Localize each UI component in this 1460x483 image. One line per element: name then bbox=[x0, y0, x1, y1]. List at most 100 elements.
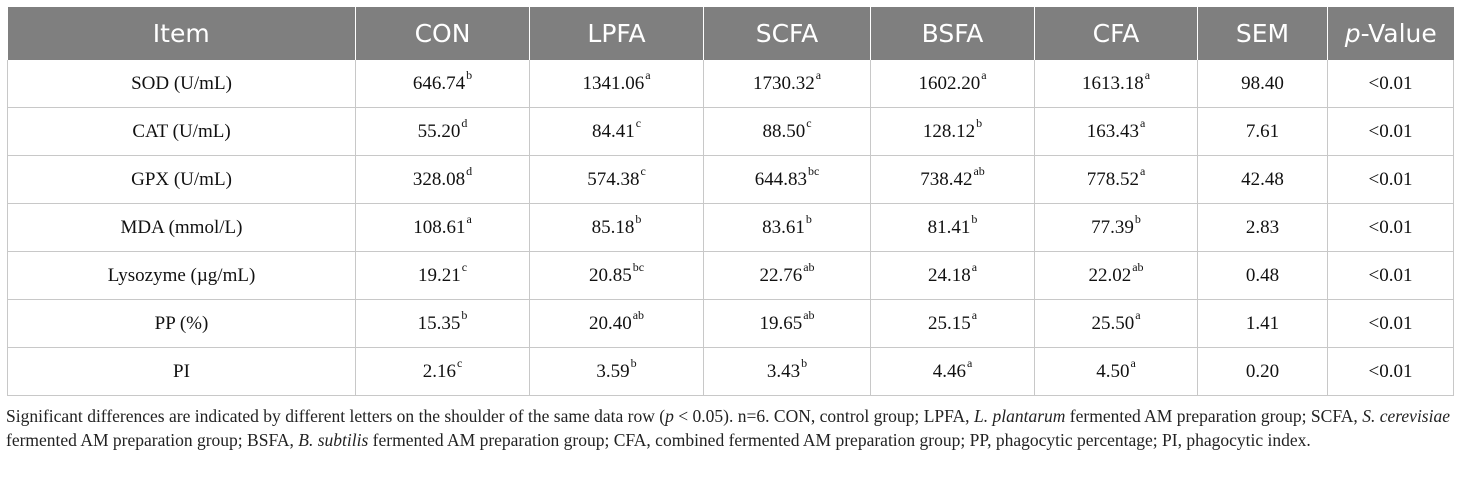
footnote-text: fermented AM preparation group; CFA, com… bbox=[368, 430, 1311, 450]
cell-value: 646.74 bbox=[412, 72, 466, 94]
cell-bsfa: 128.12b bbox=[870, 107, 1035, 156]
cell-value: 738.42 bbox=[920, 168, 973, 190]
significance-letter: a bbox=[1139, 115, 1146, 130]
significance-letter: bc bbox=[632, 259, 645, 274]
significance-letter: b bbox=[971, 211, 978, 226]
cell-con: 646.74b bbox=[355, 60, 530, 108]
significance-letter: ab bbox=[803, 259, 815, 274]
cell-value: 19.65 bbox=[759, 312, 803, 334]
significance-letter: ab bbox=[632, 307, 645, 322]
cell-sem: 98.40 bbox=[1197, 60, 1328, 108]
cell-cfa: 4.50a bbox=[1034, 347, 1198, 396]
cell-sem: 7.61 bbox=[1197, 107, 1328, 156]
header-p-letter: p bbox=[1344, 19, 1361, 48]
header-con: CON bbox=[355, 7, 530, 60]
cell-bsfa: 738.42ab bbox=[870, 155, 1035, 204]
significance-letter: b bbox=[635, 211, 642, 226]
cell-value: 19.21 bbox=[417, 264, 461, 286]
cell-cfa: 1613.18a bbox=[1034, 60, 1198, 108]
cell-scfa: 644.83bc bbox=[703, 155, 871, 204]
table-row: PP (%) 15.35b 20.40ab 19.65ab 25.15a 25.50a 1.… bbox=[7, 299, 1454, 348]
cell-lpfa: 1341.06a bbox=[529, 60, 704, 108]
cell-item: PI bbox=[7, 347, 356, 396]
cell-p-value: <0.01 bbox=[1327, 251, 1454, 300]
header-cfa: CFA bbox=[1034, 7, 1198, 60]
cell-p-value: <0.01 bbox=[1327, 347, 1454, 396]
cell-lpfa: 85.18b bbox=[529, 203, 704, 252]
cell-scfa: 83.61b bbox=[703, 203, 871, 252]
cell-scfa: 3.43b bbox=[703, 347, 871, 396]
significance-letter: a bbox=[1130, 355, 1136, 370]
significance-letter: a bbox=[645, 67, 651, 82]
significance-letter: b bbox=[976, 115, 983, 130]
cell-scfa: 19.65ab bbox=[703, 299, 871, 348]
significance-letter: b bbox=[1134, 211, 1141, 226]
results-table-container: Item CON LPFA SCFA BSFA CFA SEM p-Value … bbox=[7, 7, 1454, 396]
cell-scfa: 22.76ab bbox=[703, 251, 871, 300]
cell-cfa: 25.50a bbox=[1034, 299, 1198, 348]
table-row: GPX (U/mL) 328.08d 574.38c 644.83bc 738.42ab… bbox=[7, 155, 1454, 204]
footnote-italic-text: p bbox=[665, 406, 674, 426]
header-item: Item bbox=[7, 7, 356, 60]
cell-cfa: 77.39b bbox=[1034, 203, 1198, 252]
cell-value: 3.43 bbox=[766, 360, 801, 382]
cell-value: 108.61 bbox=[413, 216, 466, 238]
header-p-value: p-Value bbox=[1327, 7, 1454, 60]
cell-value: 55.20 bbox=[417, 120, 461, 142]
table-row: MDA (mmol/L) 108.61a 85.18b 83.61b 81.41b 77.… bbox=[7, 203, 1454, 252]
cell-p-value: <0.01 bbox=[1327, 107, 1454, 156]
cell-sem: 0.48 bbox=[1197, 251, 1328, 300]
cell-value: 2.16 bbox=[422, 360, 456, 382]
significance-letter: b bbox=[461, 307, 468, 322]
cell-item: Lysozyme (µg/mL) bbox=[7, 251, 356, 300]
cell-value: 163.43 bbox=[1086, 120, 1139, 142]
cell-con: 2.16c bbox=[355, 347, 530, 396]
cell-cfa: 22.02ab bbox=[1034, 251, 1198, 300]
footnote-text: < 0.05). n=6. CON, control group; LPFA, bbox=[673, 406, 974, 426]
cell-bsfa: 1602.20a bbox=[870, 60, 1035, 108]
cell-con: 19.21c bbox=[355, 251, 530, 300]
cell-value: 77.39 bbox=[1091, 216, 1134, 238]
cell-value: 1613.18 bbox=[1081, 72, 1144, 94]
cell-sem: 0.20 bbox=[1197, 347, 1328, 396]
cell-con: 55.20d bbox=[355, 107, 530, 156]
cell-value: 1341.06 bbox=[582, 72, 645, 94]
cell-value: 574.38 bbox=[587, 168, 640, 190]
cell-value: 328.08 bbox=[412, 168, 466, 190]
cell-sem: 1.41 bbox=[1197, 299, 1328, 348]
significance-letter: c bbox=[806, 115, 812, 130]
significance-letter: a bbox=[971, 307, 978, 322]
table-footnote: Significant differences are indicated by… bbox=[6, 404, 1450, 452]
cell-value: 85.18 bbox=[591, 216, 635, 238]
significance-letter: a bbox=[815, 67, 822, 82]
significance-letter: a bbox=[971, 259, 978, 274]
cell-value: 128.12 bbox=[922, 120, 976, 142]
cell-value: 84.41 bbox=[591, 120, 635, 142]
significance-letter: b bbox=[630, 355, 637, 370]
significance-letter: a bbox=[1139, 163, 1146, 178]
cell-value: 15.35 bbox=[417, 312, 461, 334]
significance-letter: a bbox=[1144, 67, 1151, 82]
footnote-italic-text: B. subtilis bbox=[298, 430, 369, 450]
significance-letter: a bbox=[1135, 307, 1141, 322]
cell-value: 25.15 bbox=[927, 312, 971, 334]
cell-value: 81.41 bbox=[927, 216, 971, 238]
cell-bsfa: 24.18a bbox=[870, 251, 1035, 300]
header-scfa: SCFA bbox=[703, 7, 871, 60]
table-row: CAT (U/mL) 55.20d 84.41c 88.50c 128.12b 163.4… bbox=[7, 107, 1454, 156]
cell-value: 20.85 bbox=[588, 264, 632, 286]
header-bsfa: BSFA bbox=[870, 7, 1035, 60]
table-body: SOD (U/mL) 646.74b 1341.06a 1730.32a 1602.20… bbox=[7, 60, 1454, 396]
significance-letter: d bbox=[461, 115, 468, 130]
table-row: SOD (U/mL) 646.74b 1341.06a 1730.32a 1602.20… bbox=[7, 60, 1454, 108]
header-lpfa: LPFA bbox=[529, 7, 704, 60]
cell-lpfa: 84.41c bbox=[529, 107, 704, 156]
cell-p-value: <0.01 bbox=[1327, 203, 1454, 252]
significance-letter: c bbox=[456, 355, 463, 370]
footnote-italic-text: S. cerevisiae bbox=[1362, 406, 1450, 426]
cell-value: 25.50 bbox=[1091, 312, 1135, 334]
cell-sem: 42.48 bbox=[1197, 155, 1328, 204]
results-table: Item CON LPFA SCFA BSFA CFA SEM p-Value … bbox=[7, 7, 1454, 396]
cell-item: PP (%) bbox=[7, 299, 356, 348]
cell-item: MDA (mmol/L) bbox=[7, 203, 356, 252]
